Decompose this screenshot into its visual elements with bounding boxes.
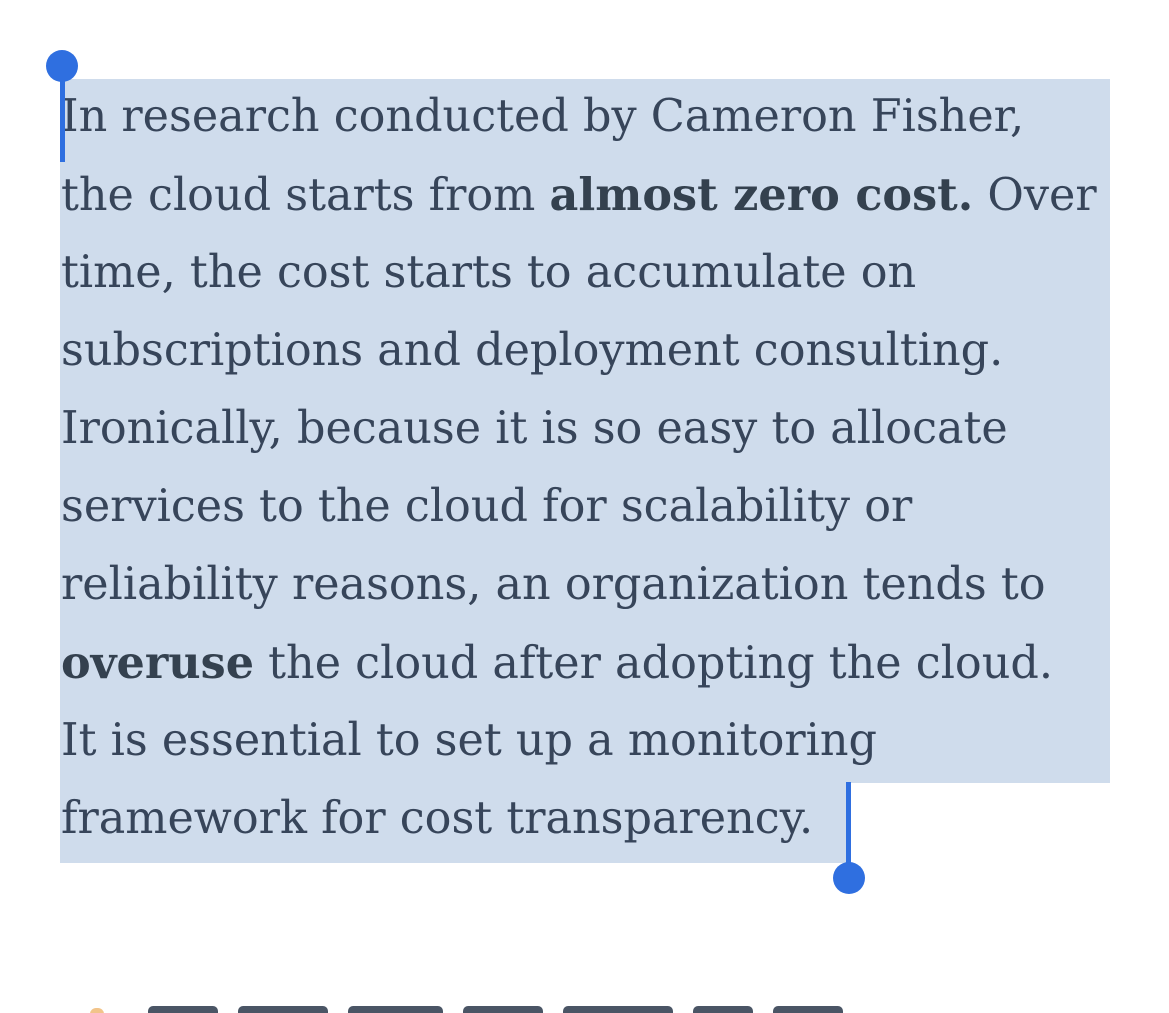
text-run: Ironically, because it is so easy to all… — [61, 403, 1008, 454]
paragraph-line: services to the cloud for scalability or — [61, 468, 1121, 546]
paragraph-line: time, the cost starts to accumulate on — [61, 234, 1121, 312]
paragraph-line: Ironically, because it is so easy to all… — [61, 390, 1121, 468]
paragraph-line: reliability reasons, an organization ten… — [61, 546, 1121, 624]
text-fragment — [563, 1006, 673, 1013]
paragraph-line: subscriptions and deployment consulting. — [61, 312, 1121, 390]
text-run: In research conducted by Cameron Fisher, — [61, 91, 1025, 142]
selection-start-handle-icon[interactable] — [46, 50, 78, 82]
selection-start-handle[interactable] — [60, 72, 65, 162]
selection-end-handle-icon[interactable] — [833, 862, 865, 894]
bold-text-run: almost zero cost. — [549, 169, 974, 221]
selection-end-handle[interactable] — [846, 782, 851, 870]
text-run: framework for cost transparency. — [61, 793, 814, 844]
paragraph-line: framework for cost transparency. — [61, 780, 1121, 858]
text-run: the cloud starts from — [61, 170, 550, 221]
paragraph-line: the cloud starts from almost zero cost. … — [61, 156, 1121, 234]
text-run: subscriptions and deployment consulting. — [61, 325, 1004, 376]
text-run: It is essential to set up a monitoring — [61, 715, 878, 766]
paragraph-line: overuse the cloud after adopting the clo… — [61, 624, 1121, 702]
text-selection-highlight-last-line — [60, 783, 850, 863]
text-fragment — [693, 1006, 753, 1013]
emoji-icon — [90, 1008, 104, 1013]
text-run: time, the cost starts to accumulate on — [61, 247, 917, 298]
text-fragment — [238, 1006, 328, 1013]
text-run: Over — [973, 170, 1097, 221]
next-paragraph-cutoff — [78, 1004, 1078, 1013]
bold-text-run: overuse — [61, 637, 255, 689]
text-fragment — [348, 1006, 443, 1013]
text-run: services to the cloud for scalability or — [61, 481, 913, 532]
paragraph-line: In research conducted by Cameron Fisher, — [61, 78, 1121, 156]
text-fragment — [148, 1006, 218, 1013]
text-run: the cloud after adopting the cloud. — [254, 638, 1054, 689]
selected-paragraph[interactable]: In research conducted by Cameron Fisher,… — [61, 78, 1121, 858]
text-fragment — [463, 1006, 543, 1013]
text-selection-highlight — [60, 79, 1110, 783]
paragraph-line: It is essential to set up a monitoring — [61, 702, 1121, 780]
text-fragment — [773, 1006, 843, 1013]
text-run: reliability reasons, an organization ten… — [61, 559, 1046, 610]
